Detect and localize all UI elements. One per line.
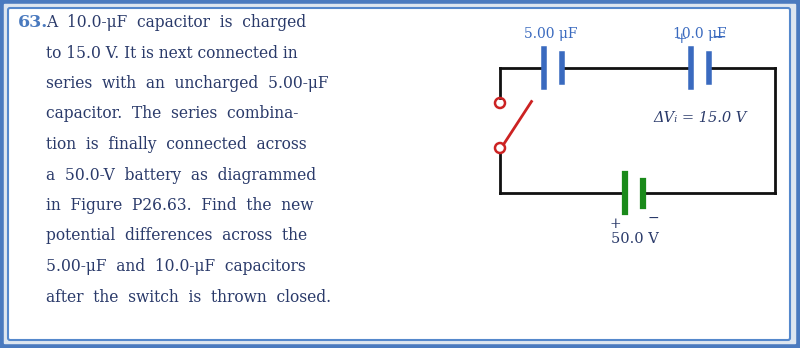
Text: after  the  switch  is  thrown  closed.: after the switch is thrown closed. [46, 288, 331, 306]
Text: −: − [647, 211, 659, 224]
Text: A  10.0-μF  capacitor  is  charged: A 10.0-μF capacitor is charged [46, 14, 306, 31]
Text: in  Figure  P26.63.  Find  the  new: in Figure P26.63. Find the new [46, 197, 314, 214]
Text: tion  is  finally  connected  across: tion is finally connected across [46, 136, 306, 153]
Text: 5.00 μF: 5.00 μF [524, 27, 578, 41]
Text: 50.0 V: 50.0 V [611, 232, 659, 246]
Text: +: + [675, 32, 687, 46]
Text: −: − [712, 29, 726, 46]
Text: 5.00-μF  and  10.0-μF  capacitors: 5.00-μF and 10.0-μF capacitors [46, 258, 306, 275]
FancyBboxPatch shape [8, 8, 790, 340]
Text: series  with  an  uncharged  5.00-μF: series with an uncharged 5.00-μF [46, 75, 329, 92]
Text: 63.: 63. [18, 14, 48, 31]
Text: capacitor.  The  series  combina-: capacitor. The series combina- [46, 105, 298, 122]
Text: to 15.0 V. It is next connected in: to 15.0 V. It is next connected in [46, 45, 298, 62]
Text: +: + [609, 217, 621, 231]
Text: 10.0 μF: 10.0 μF [673, 27, 727, 41]
Text: ΔVᵢ = 15.0 V: ΔVᵢ = 15.0 V [654, 111, 746, 125]
Text: a  50.0-V  battery  as  diagrammed: a 50.0-V battery as diagrammed [46, 166, 316, 183]
Text: potential  differences  across  the: potential differences across the [46, 228, 307, 245]
